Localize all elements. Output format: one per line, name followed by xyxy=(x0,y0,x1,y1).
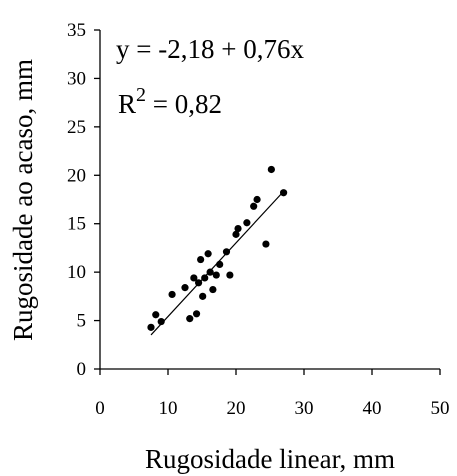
x-tick-label: 10 xyxy=(159,398,178,419)
data-point xyxy=(157,317,165,326)
data-point xyxy=(234,224,242,233)
r-squared-prefix: R xyxy=(118,89,136,119)
data-point xyxy=(267,165,275,174)
data-point xyxy=(226,271,234,279)
data-point xyxy=(201,274,209,282)
x-tick-label: 40 xyxy=(363,398,382,419)
data-point xyxy=(152,311,160,319)
data-point xyxy=(212,271,220,279)
data-point xyxy=(204,250,212,258)
r-squared-value: = 0,82 xyxy=(146,89,222,119)
x-tick-label: 0 xyxy=(95,398,105,419)
data-point xyxy=(147,323,155,331)
data-point xyxy=(197,255,205,264)
data-point xyxy=(168,290,176,299)
data-point xyxy=(192,310,201,318)
data-point xyxy=(232,230,240,238)
data-point xyxy=(190,274,198,282)
x-tick-label: 50 xyxy=(431,398,450,419)
y-tick-label: 35 xyxy=(67,20,86,41)
r-squared-exponent: 2 xyxy=(136,84,146,106)
y-tick-label: 25 xyxy=(67,117,86,138)
x-tick-label: 30 xyxy=(295,398,314,419)
data-point xyxy=(250,202,258,210)
y-axis-ticks: 0 5 10 15 20 25 30 35 xyxy=(67,20,100,380)
r-squared-annotation: R2 = 0,82 xyxy=(118,84,222,119)
data-point xyxy=(253,195,261,204)
data-point xyxy=(216,260,224,268)
y-tick-label: 30 xyxy=(67,68,86,89)
data-point xyxy=(222,248,231,256)
y-tick-label: 10 xyxy=(67,262,86,283)
data-point xyxy=(181,284,189,292)
data-point xyxy=(262,240,270,248)
y-tick-label: 20 xyxy=(67,165,86,186)
data-point xyxy=(280,189,288,197)
data-point xyxy=(206,268,214,276)
y-tick-label: 5 xyxy=(77,311,87,332)
x-tick-label: 20 xyxy=(227,398,246,419)
x-axis-title: Rugosidade linear, mm xyxy=(145,444,395,474)
data-points xyxy=(147,165,288,331)
data-point xyxy=(195,279,203,287)
y-tick-label: 15 xyxy=(67,214,86,235)
data-point xyxy=(209,285,217,294)
y-tick-label: 0 xyxy=(77,359,87,380)
data-point xyxy=(186,315,194,323)
y-axis-title: Rugosidade ao acaso, mm xyxy=(8,59,38,341)
regression-equation: y = -2,18 + 0,76x xyxy=(116,34,304,64)
plot-area: 0 10 20 30 40 50 0 5 10 15 20 25 30 35 xyxy=(67,20,450,419)
data-point xyxy=(199,292,207,300)
data-point xyxy=(243,219,251,227)
x-axis-ticks: 0 10 20 30 40 50 xyxy=(95,369,450,419)
